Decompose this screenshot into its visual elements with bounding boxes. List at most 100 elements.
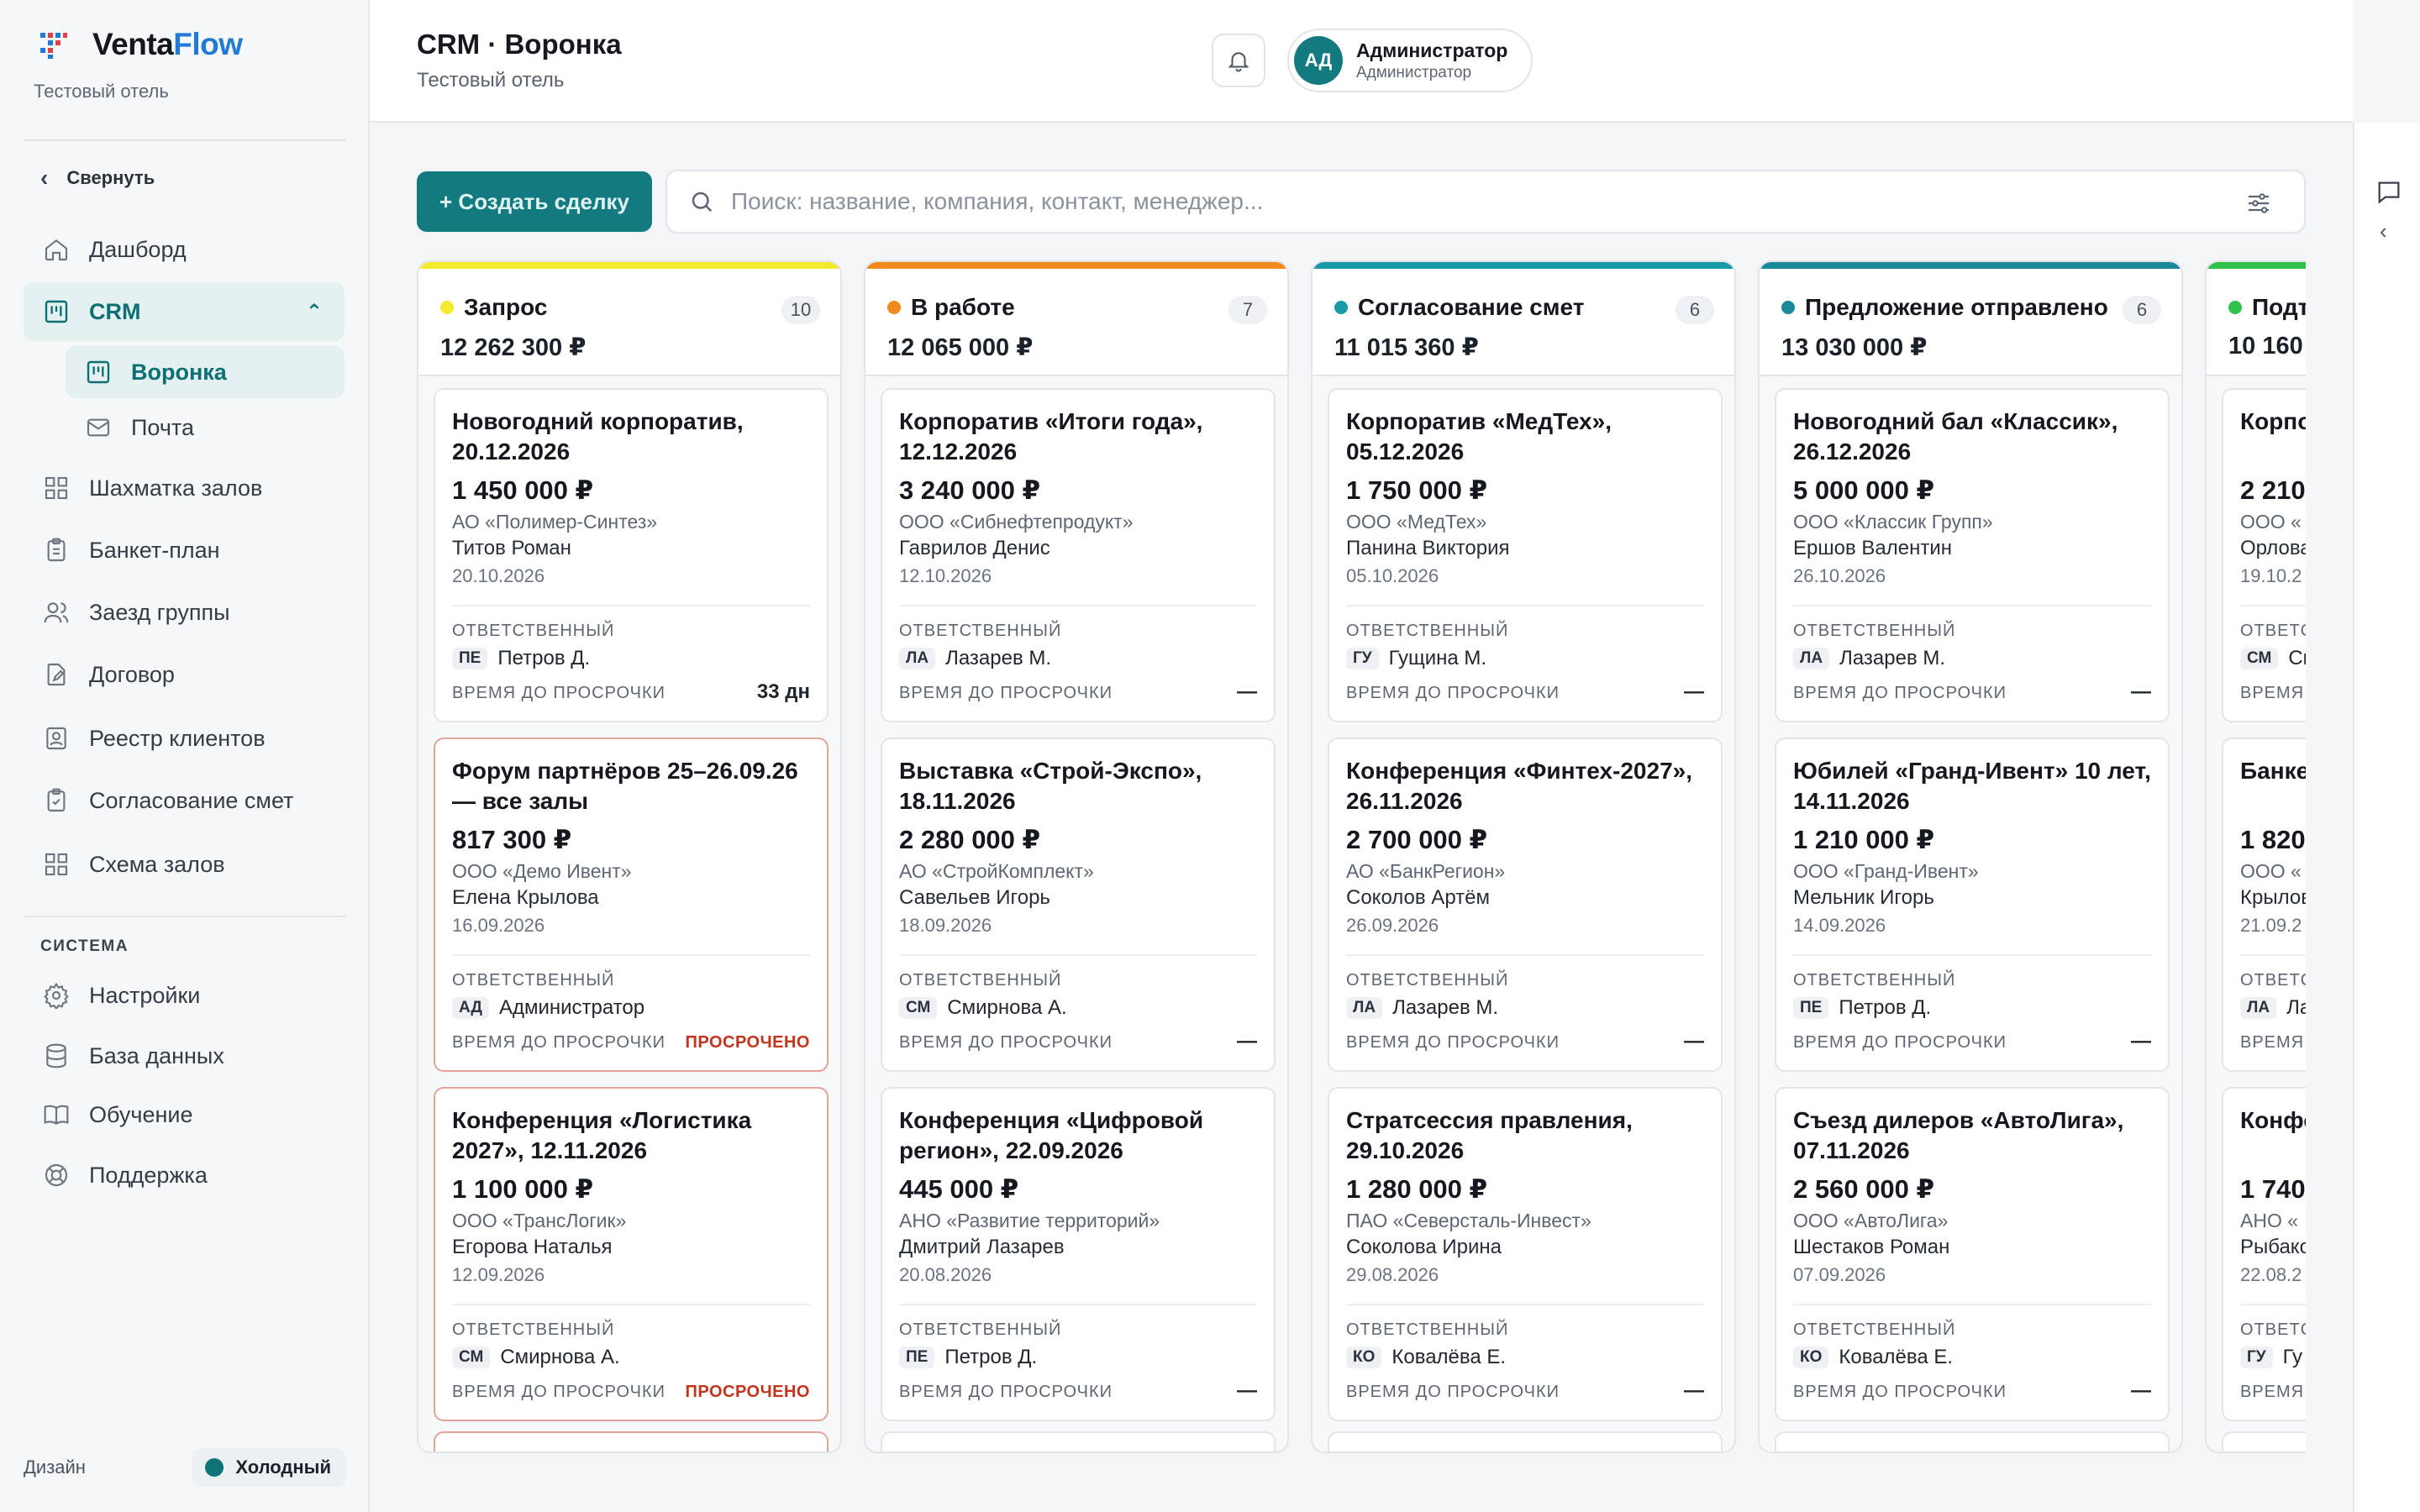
nav-settings[interactable]: Настройки	[24, 966, 345, 1025]
gear-icon	[42, 981, 71, 1010]
responsible-label: ОТВЕТСТВЕННЫЙ	[2240, 971, 2306, 990]
nav-contract[interactable]: Договор	[24, 645, 345, 704]
nav-funnel[interactable]: Воронка	[66, 346, 345, 398]
create-deal-button[interactable]: + Создать сделку	[417, 171, 652, 232]
nav-banquet-plan[interactable]: Банкет-план	[24, 521, 345, 580]
divider	[1793, 1304, 2151, 1305]
deal-card[interactable]: Съезд дилеров «АвтоЛига», 07.11.2026 2 5…	[1775, 1087, 2170, 1421]
deal-date: 19.10.2	[2240, 565, 2302, 586]
deal-card[interactable]: Банкет 21.11.2 1 820 ООО « Крылов 21.09.…	[2222, 738, 2306, 1072]
deal-contact: Соколов Артём	[1346, 886, 1490, 909]
deal-contact: Рыбако	[2240, 1236, 2306, 1258]
due-label: ВРЕМЯ ДО ПРОСРОЧКИ	[899, 684, 1113, 702]
deal-amount: 1 820	[2240, 825, 2306, 854]
user-menu[interactable]: АД Администратор Администратор	[1287, 29, 1533, 92]
column-title: Согласование смет	[1334, 294, 1584, 321]
manager-initials: СМ	[452, 1347, 491, 1368]
deal-title: Конференция «Логистика 2027», 12.11.2026	[452, 1107, 752, 1163]
due-value: ПРОСРОЧЕНО	[685, 1383, 810, 1401]
nav-support[interactable]: Поддержка	[24, 1146, 345, 1205]
bell-icon	[1228, 52, 1249, 72]
deal-card[interactable]: Корпоратив «МедТех», 05.12.2026 1 750 00…	[1328, 388, 1723, 722]
right-rail: ‹	[2353, 123, 2420, 1512]
responsible-manager: ЛА Ла	[2240, 996, 2306, 1020]
deal-amount: 2 700 000 ₽	[1346, 825, 1488, 854]
deal-contact: Гаврилов Денис	[899, 537, 1050, 559]
deal-card[interactable]: Корпоратив «Итоги года», 12.12.2026 3 24…	[881, 388, 1276, 722]
deal-card[interactable]: Форум партнёров 25–26.09.26 — все залы 8…	[434, 738, 829, 1072]
nav-mail[interactable]: Почта	[66, 402, 345, 454]
deal-card[interactable]: Новогодний бал «Классик», 26.12.2026 5 0…	[1775, 388, 2170, 722]
search-input[interactable]	[731, 188, 2210, 215]
deal-card[interactable]	[881, 1431, 1276, 1452]
deal-contact: Орлова	[2240, 537, 2306, 559]
deal-card[interactable]: Конференция «Логистика 2027», 12.11.2026…	[434, 1087, 829, 1421]
chevron-left-icon[interactable]: ‹	[2380, 218, 2387, 244]
deal-card[interactable]: Новогодний корпоратив, 20.12.2026 1 450 …	[434, 388, 829, 722]
manager-name: Петров Д.	[1839, 996, 1932, 1019]
divider	[452, 1304, 810, 1305]
responsible-label: ОТВЕТСТВЕННЫЙ	[452, 971, 615, 990]
theme-switch[interactable]: Холодный	[192, 1448, 346, 1487]
deal-date: 20.08.2026	[899, 1264, 992, 1285]
deal-card[interactable]: Выставка «Строй-Экспо», 18.11.2026 2 280…	[881, 738, 1276, 1072]
nav-group-checkin[interactable]: Заезд группы	[24, 583, 345, 642]
due-label: ВРЕМЯ ДО ПРОСРОЧКИ	[1346, 1383, 1560, 1401]
deal-card[interactable]	[2222, 1431, 2306, 1452]
home-icon	[42, 235, 71, 264]
deal-contact: Шестаков Роман	[1793, 1236, 1950, 1258]
responsible-label: ОТВЕТСТВЕННЫЙ	[1346, 622, 1509, 640]
deal-contact: Крылов	[2240, 886, 2306, 909]
deal-card[interactable]: Стратсессия правления, 29.10.2026 1 280 …	[1328, 1087, 1723, 1421]
nav-halls-grid[interactable]: Шахматка залов	[24, 459, 345, 517]
deal-amount: 2 210	[2240, 475, 2306, 505]
notifications-button[interactable]	[1212, 34, 1265, 87]
column-sum: 11 015 360 ₽	[1334, 334, 1479, 361]
nav-database[interactable]: База данных	[24, 1026, 345, 1085]
deal-title: Корпо 19.12.2	[2240, 408, 2306, 434]
nav-estimates[interactable]: Согласование смет	[24, 771, 345, 830]
collapse-sidebar-button[interactable]: ‹ Свернуть	[40, 165, 155, 192]
deal-contact: Савельев Игорь	[899, 886, 1050, 909]
funnel-icon	[84, 358, 113, 386]
nav-dashboard[interactable]: Дашборд	[24, 220, 345, 279]
manager-name: Лазарев М.	[945, 647, 1052, 669]
nav-halls-scheme[interactable]: Схема залов	[24, 835, 345, 894]
manager-name: Ковалёва Е.	[1392, 1346, 1507, 1368]
deal-amount: 1 740	[2240, 1174, 2306, 1204]
deal-amount: 2 280 000 ₽	[899, 825, 1041, 854]
deal-card[interactable]: Корпо 19.12.2 2 210 ООО « Орлова 19.10.2…	[2222, 388, 2306, 722]
responsible-label: ОТВЕТСТВЕННЫЙ	[1793, 971, 1956, 990]
deal-title: Корпоратив «МедТех», 05.12.2026	[1346, 408, 1612, 465]
manager-name: Гущина М.	[1388, 647, 1487, 669]
divider	[452, 605, 810, 606]
responsible-label: ОТВЕТСТВЕННЫЙ	[899, 971, 1062, 990]
deal-card[interactable]: Юбилей «Гранд-Ивент» 10 лет, 14.11.2026 …	[1775, 738, 2170, 1072]
responsible-label: ОТВЕТСТВЕННЫЙ	[1346, 1320, 1509, 1339]
chevron-left-icon: ‹	[40, 165, 49, 191]
logo[interactable]: VentaFlow	[39, 27, 243, 62]
chat-icon[interactable]	[2375, 178, 2403, 207]
deal-card[interactable]: Конференция «Цифровой регион», 22.09.202…	[881, 1087, 1276, 1421]
deal-card[interactable]	[434, 1431, 829, 1452]
deal-card[interactable]: Конференция «Финтех-2027», 26.11.2026 2 …	[1328, 738, 1723, 1072]
crm-icon	[42, 297, 71, 326]
grid-icon	[42, 474, 71, 502]
nav-crm[interactable]: CRM ⌃	[24, 282, 345, 341]
filter-icon[interactable]	[2245, 190, 2272, 217]
deal-company: ПАО «Северсталь-Инвест»	[1346, 1210, 1591, 1231]
deal-title: Новогодний бал «Классик», 26.12.2026	[1793, 408, 2118, 465]
deal-card[interactable]: Конфе нации 1 740 АНО « Рыбако 22.08.2 О…	[2222, 1087, 2306, 1421]
responsible-label: ОТВЕТСТВЕННЫЙ	[1793, 1320, 1956, 1339]
deal-amount: 1 100 000 ₽	[452, 1174, 594, 1204]
nav-clients[interactable]: Реестр клиентов	[24, 709, 345, 768]
stage-dot	[1334, 301, 1348, 314]
deal-card[interactable]	[1328, 1431, 1723, 1452]
deal-date: 12.10.2026	[899, 565, 992, 586]
responsible-manager: ЛА Лазарев М.	[1793, 647, 1945, 670]
deal-company: ООО «Гранд-Ивент»	[1793, 860, 1979, 882]
nav-learning[interactable]: Обучение	[24, 1085, 345, 1144]
deal-card[interactable]	[1775, 1431, 2170, 1452]
divider	[24, 139, 346, 141]
kanban-board: Запрос 10 12 262 300 ₽ Новогодний корпор…	[417, 260, 2306, 1453]
